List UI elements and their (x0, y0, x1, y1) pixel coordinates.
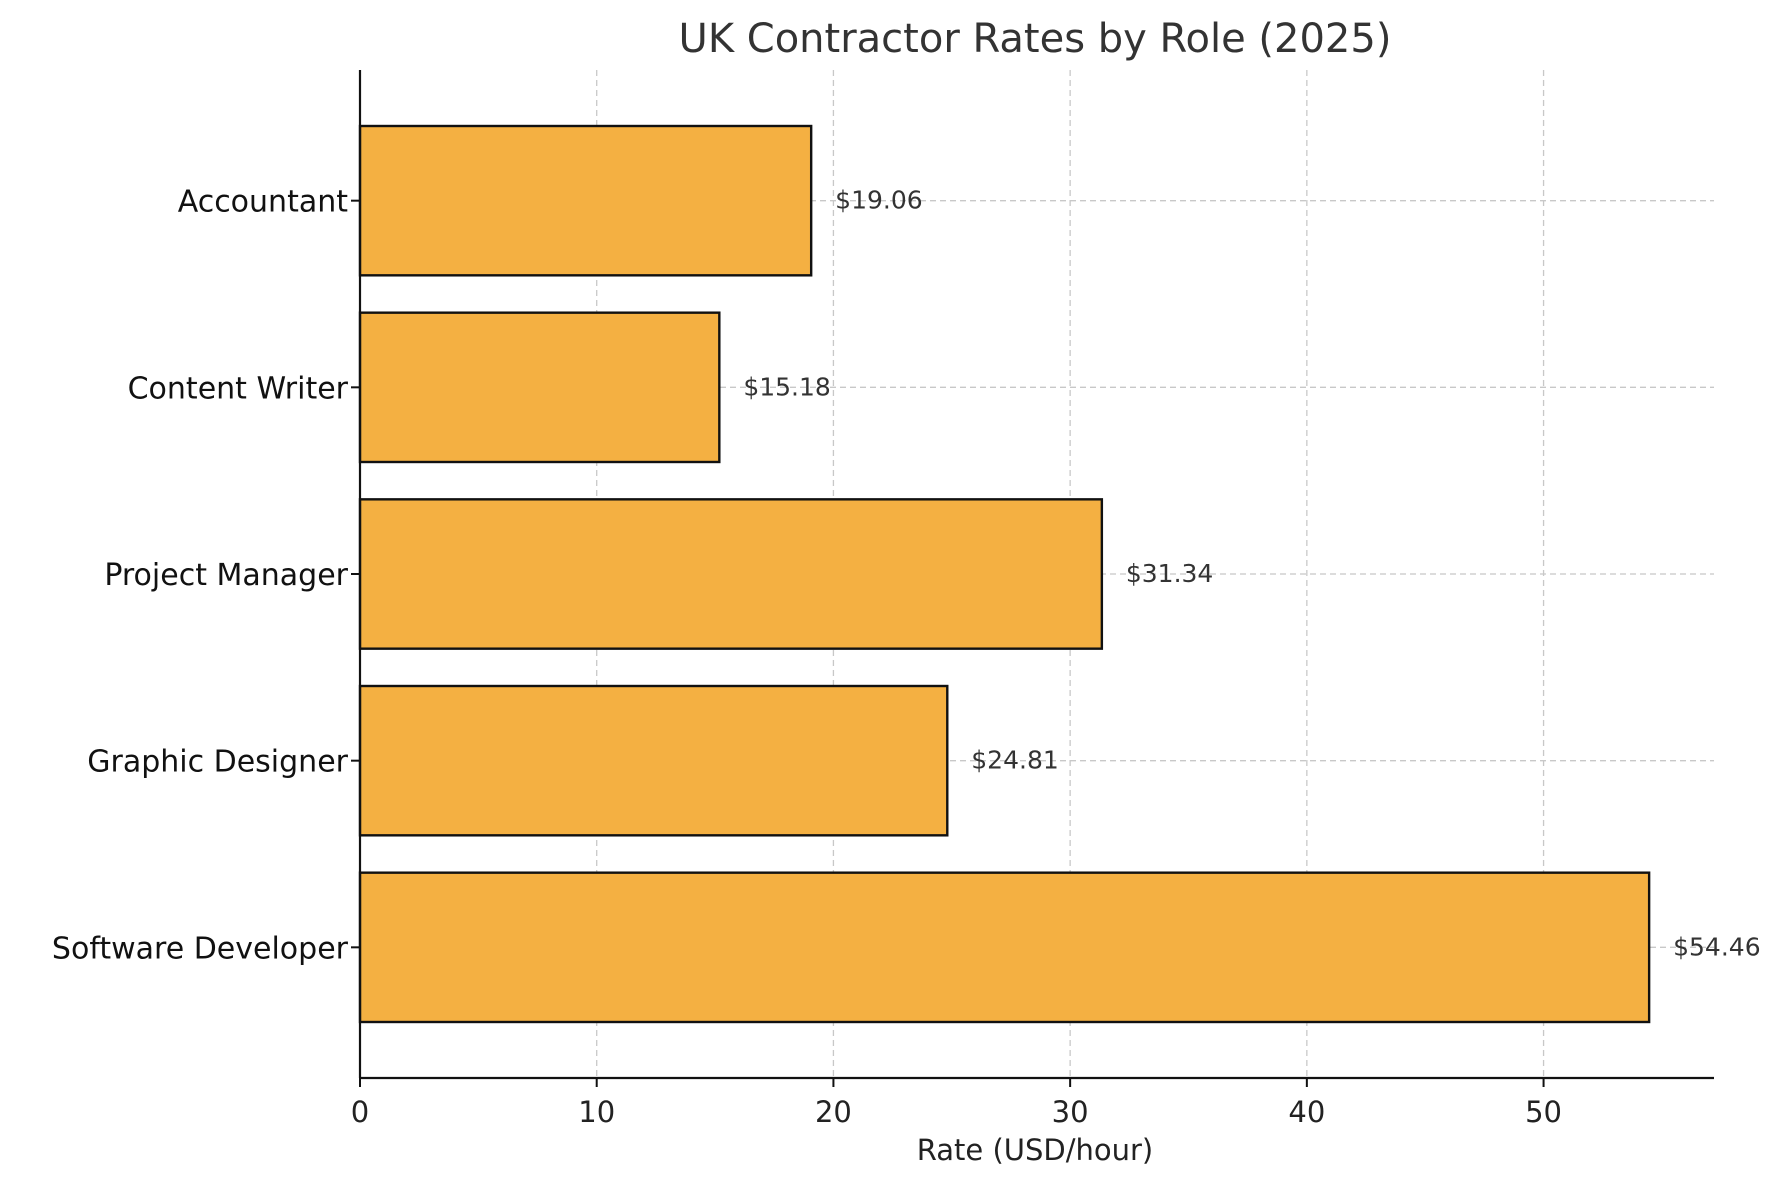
bar-accountant (358, 124, 813, 277)
bars (358, 124, 1651, 1024)
x-axis-label: Rate (USD/hour) (917, 1133, 1154, 1167)
y-tick-label: Accountant (178, 185, 349, 220)
x-tick-label: 10 (578, 1095, 615, 1129)
data-label: $24.81 (971, 746, 1058, 775)
data-label: $15.18 (743, 372, 830, 401)
bar-software-developer (358, 871, 1651, 1024)
x-tick-label: 40 (1288, 1095, 1325, 1129)
data-label: $31.34 (1126, 559, 1213, 588)
labels: 0 10 20 30 40 50 Accountant $19.06 Content Write… (52, 185, 1761, 1129)
bar-project-manager (358, 498, 1104, 650)
y-tick-label: Software Developer (52, 931, 349, 966)
x-tick-label: 0 (351, 1095, 369, 1129)
bar-graphic-designer (358, 684, 949, 837)
x-tick-label: 30 (1052, 1095, 1089, 1129)
y-tick-label: Content Writer (128, 371, 349, 406)
x-tick-label: 50 (1525, 1095, 1562, 1129)
axes (351, 70, 1714, 1087)
y-tick-label: Project Manager (104, 558, 348, 593)
bar-content-writer (358, 311, 721, 464)
y-tick-label: Graphic Designer (87, 745, 348, 780)
data-label: $19.06 (835, 186, 922, 215)
chart-title: UK Contractor Rates by Role (2025) (679, 16, 1392, 62)
x-tick-label: 20 (815, 1095, 852, 1129)
data-label: $54.46 (1673, 932, 1760, 961)
